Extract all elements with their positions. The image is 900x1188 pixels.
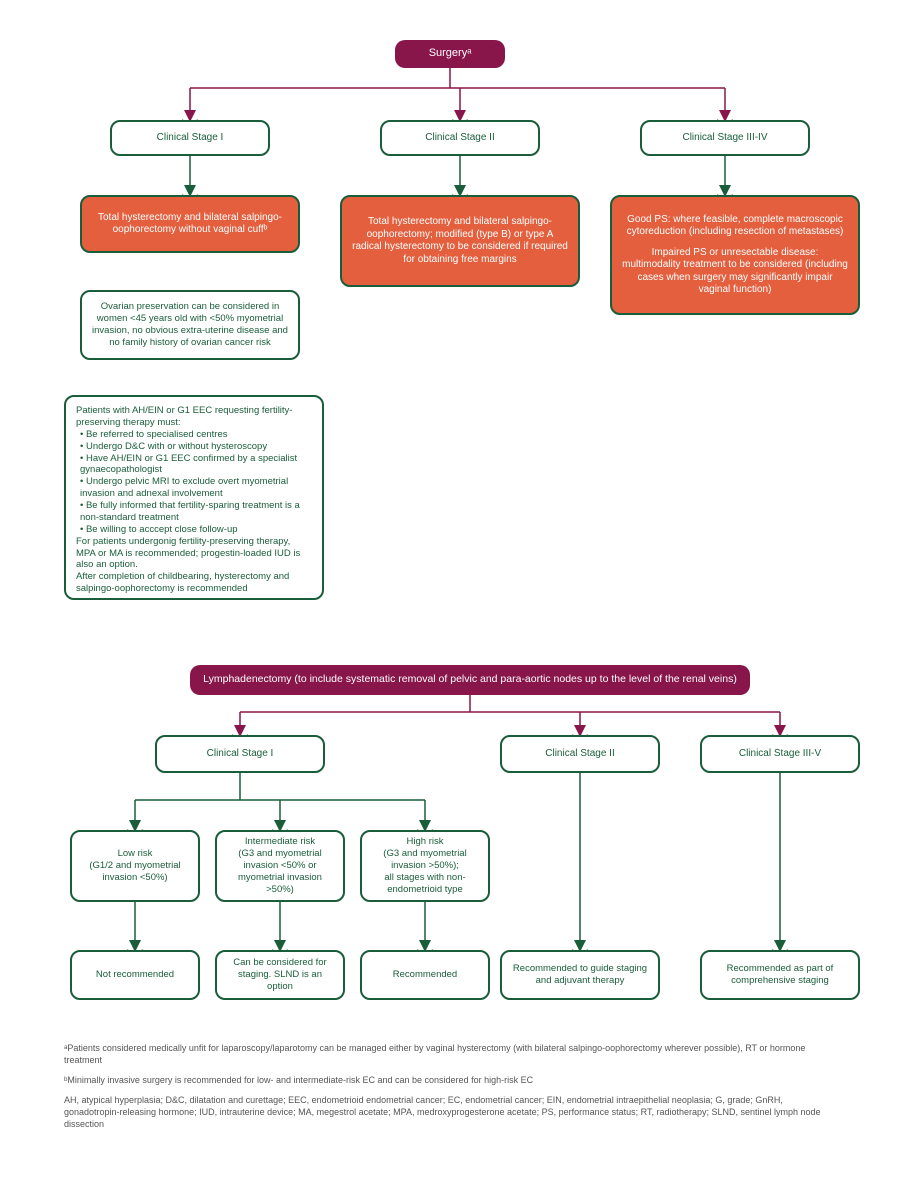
stage1-orange: Total hysterectomy and bilateral salping… [80, 195, 300, 253]
stage2-box: Clinical Stage II [380, 120, 540, 156]
high-rec-box: Recommended [360, 950, 490, 1000]
footnote-b: ᵇMinimally invasive surgery is recommend… [64, 1074, 824, 1086]
fertility-item: Be referred to specialised centres [80, 429, 312, 441]
ovarian-box: Ovarian preservation can be considered i… [80, 290, 300, 360]
int-risk-box: Intermediate risk (G3 and myometrial inv… [215, 830, 345, 902]
fertility-box: Patients with AH/EIN or G1 EEC requestin… [64, 395, 324, 600]
fertility-intro: Patients with AH/EIN or G1 EEC requestin… [76, 405, 312, 429]
stage34-box: Clinical Stage III-IV [640, 120, 810, 156]
fertility-list: Be referred to specialised centres Under… [76, 429, 312, 536]
s2-rec-box: Recommended to guide staging and adjuvan… [500, 950, 660, 1000]
footnote-a: ᵃPatients considered medically unfit for… [64, 1042, 824, 1066]
fertility-item: Undergo D&C with or without hysteroscopy [80, 441, 312, 453]
stage34-orange: Good PS: where feasible, complete macros… [610, 195, 860, 315]
s35-rec-box: Recommended as part of comprehensive sta… [700, 950, 860, 1000]
s2-stage35-box: Clinical Stage III-V [700, 735, 860, 773]
fertility-item: Undergo pelvic MRI to exclude overt myom… [80, 476, 312, 500]
fertility-item: Have AH/EIN or G1 EEC confirmed by a spe… [80, 453, 312, 477]
fertility-tail2: After completion of childbearing, hyster… [76, 571, 312, 595]
int-rec-box: Can be considered for staging. SLND is a… [215, 950, 345, 1000]
s2-stage1-box: Clinical Stage I [155, 735, 325, 773]
low-rec-box: Not recommended [70, 950, 200, 1000]
stage34-orange-a: Good PS: where feasible, complete macros… [622, 214, 848, 239]
fertility-item: Be fully informed that fertility-sparing… [80, 500, 312, 524]
s2-stage2-box: Clinical Stage II [500, 735, 660, 773]
surgery-header: Surgeryᵃ [395, 40, 505, 68]
low-risk-box: Low risk (G1/2 and myometrial invasion <… [70, 830, 200, 902]
lymph-header: Lymphadenectomy (to include systematic r… [190, 665, 750, 695]
high-risk-box: High risk (G3 and myometrial invasion >5… [360, 830, 490, 902]
stage2-orange: Total hysterectomy and bilateral salping… [340, 195, 580, 287]
stage1-box: Clinical Stage I [110, 120, 270, 156]
stage34-orange-b: Impaired PS or unresectable disease: mul… [622, 247, 848, 297]
footnote-abbrev: AH, atypical hyperplasia; D&C, dilatatio… [64, 1094, 824, 1130]
fertility-item: Be willing to acccept close follow-up [80, 524, 312, 536]
fertility-tail1: For patients undergonig fertility-preser… [76, 536, 312, 572]
